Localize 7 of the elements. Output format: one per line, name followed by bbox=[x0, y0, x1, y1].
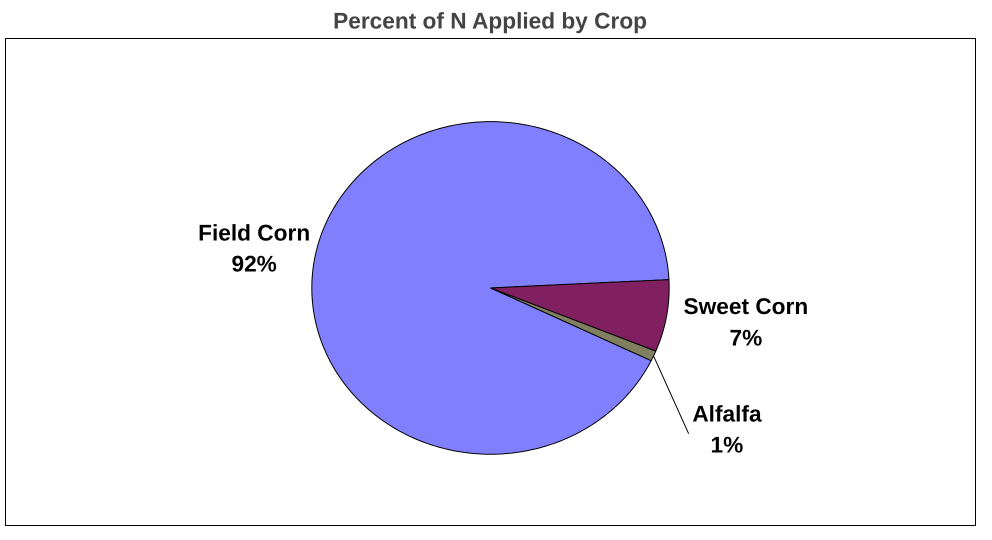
data-label: 7% bbox=[729, 324, 762, 350]
slice-label: Sweet Corn bbox=[684, 293, 808, 320]
slice-label: Field Corn bbox=[198, 219, 310, 246]
data-label: 92% bbox=[231, 250, 277, 277]
slice-label: Alfalfa bbox=[692, 400, 762, 426]
chart-title: Percent of N Applied by Crop bbox=[333, 8, 648, 34]
data-label: 1% bbox=[710, 432, 744, 458]
